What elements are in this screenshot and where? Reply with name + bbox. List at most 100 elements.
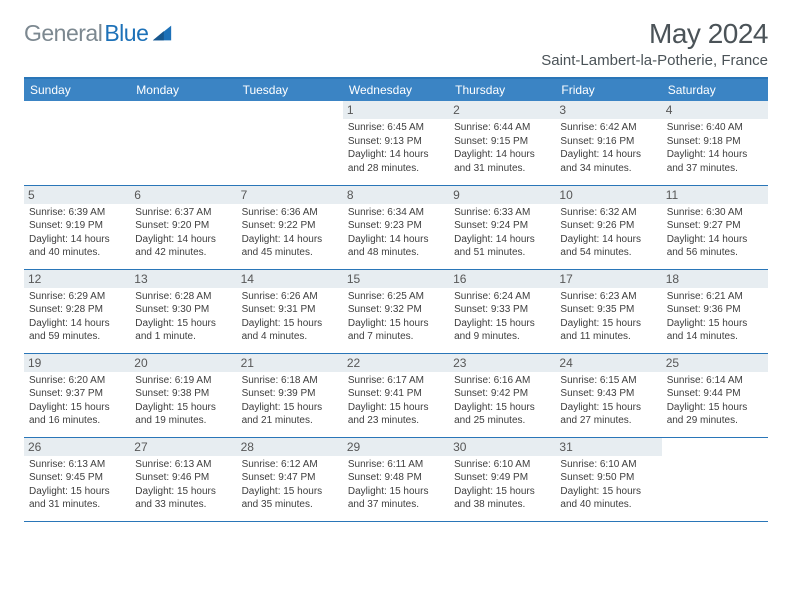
day-number: 19 xyxy=(24,354,130,372)
daylight-text: and 23 minutes. xyxy=(348,414,444,428)
daylight-text: and 28 minutes. xyxy=(348,162,444,176)
sunset-text: Sunset: 9:41 PM xyxy=(348,387,444,401)
day-number: 8 xyxy=(343,186,449,204)
weekday-header: Wednesday xyxy=(343,79,449,101)
calendar-cell: 25Sunrise: 6:14 AMSunset: 9:44 PMDayligh… xyxy=(662,353,768,437)
daylight-text: Daylight: 14 hours xyxy=(454,148,550,162)
daylight-text: Daylight: 15 hours xyxy=(348,317,444,331)
sunrise-text: Sunrise: 6:33 AM xyxy=(454,206,550,220)
daylight-text: and 27 minutes. xyxy=(560,414,656,428)
header: GeneralBlue May 2024 Saint-Lambert-la-Po… xyxy=(24,18,768,69)
day-number: 25 xyxy=(662,354,768,372)
sunset-text: Sunset: 9:39 PM xyxy=(242,387,338,401)
daylight-text: and 31 minutes. xyxy=(29,498,125,512)
calendar-cell: 23Sunrise: 6:16 AMSunset: 9:42 PMDayligh… xyxy=(449,353,555,437)
sunrise-text: Sunrise: 6:12 AM xyxy=(242,458,338,472)
daylight-text: and 7 minutes. xyxy=(348,330,444,344)
calendar-cell xyxy=(662,437,768,521)
daylight-text: and 16 minutes. xyxy=(29,414,125,428)
daylight-text: and 59 minutes. xyxy=(29,330,125,344)
daylight-text: Daylight: 15 hours xyxy=(348,401,444,415)
sunrise-text: Sunrise: 6:23 AM xyxy=(560,290,656,304)
calendar-week-row: 12Sunrise: 6:29 AMSunset: 9:28 PMDayligh… xyxy=(24,269,768,353)
daylight-text: Daylight: 15 hours xyxy=(242,485,338,499)
calendar-cell xyxy=(130,101,236,185)
daylight-text: Daylight: 15 hours xyxy=(135,485,231,499)
day-number: 12 xyxy=(24,270,130,288)
sunset-text: Sunset: 9:23 PM xyxy=(348,219,444,233)
daylight-text: and 4 minutes. xyxy=(242,330,338,344)
calendar-body: 1Sunrise: 6:45 AMSunset: 9:13 PMDaylight… xyxy=(24,101,768,521)
calendar-cell: 9Sunrise: 6:33 AMSunset: 9:24 PMDaylight… xyxy=(449,185,555,269)
sunset-text: Sunset: 9:43 PM xyxy=(560,387,656,401)
daylight-text: Daylight: 14 hours xyxy=(560,233,656,247)
sunset-text: Sunset: 9:19 PM xyxy=(29,219,125,233)
daylight-text: and 37 minutes. xyxy=(348,498,444,512)
sunrise-text: Sunrise: 6:37 AM xyxy=(135,206,231,220)
day-number: 26 xyxy=(24,438,130,456)
sunrise-text: Sunrise: 6:25 AM xyxy=(348,290,444,304)
weekday-header: Sunday xyxy=(24,79,130,101)
daylight-text: and 42 minutes. xyxy=(135,246,231,260)
day-number: 5 xyxy=(24,186,130,204)
daylight-text: and 40 minutes. xyxy=(29,246,125,260)
sunset-text: Sunset: 9:45 PM xyxy=(29,471,125,485)
day-number: 29 xyxy=(343,438,449,456)
daylight-text: and 1 minute. xyxy=(135,330,231,344)
day-number: 2 xyxy=(449,101,555,119)
sunrise-text: Sunrise: 6:36 AM xyxy=(242,206,338,220)
daylight-text: and 35 minutes. xyxy=(242,498,338,512)
sunrise-text: Sunrise: 6:45 AM xyxy=(348,121,444,135)
sunset-text: Sunset: 9:24 PM xyxy=(454,219,550,233)
day-number: 16 xyxy=(449,270,555,288)
calendar-week-row: 5 Sunrise: 6:39 AMSunset: 9:19 PM Daylight… xyxy=(24,185,768,269)
weekday-header: Thursday xyxy=(449,79,555,101)
daylight-text: Daylight: 15 hours xyxy=(560,317,656,331)
sunset-text: Sunset: 9:18 PM xyxy=(667,135,763,149)
calendar-table: Sunday Monday Tuesday Wednesday Thursday… xyxy=(24,79,768,522)
sunset-text: Sunset: 9:35 PM xyxy=(560,303,656,317)
sunrise-text: Sunrise: 6:40 AM xyxy=(667,121,763,135)
page-title: May 2024 xyxy=(541,18,768,50)
calendar-cell: 22Sunrise: 6:17 AMSunset: 9:41 PMDayligh… xyxy=(343,353,449,437)
calendar-cell: 3Sunrise: 6:42 AMSunset: 9:16 PMDaylight… xyxy=(555,101,661,185)
sunrise-text: Sunrise: 6:10 AM xyxy=(454,458,550,472)
daylight-text: and 51 minutes. xyxy=(454,246,550,260)
weekday-header: Saturday xyxy=(662,79,768,101)
sunrise-text: Sunrise: 6:11 AM xyxy=(348,458,444,472)
sunrise-text: Sunrise: 6:39 AM xyxy=(29,206,125,220)
daylight-text: Daylight: 15 hours xyxy=(242,317,338,331)
daylight-text: Daylight: 14 hours xyxy=(29,317,125,331)
weekday-header: Friday xyxy=(555,79,661,101)
brand-text-general: General xyxy=(24,20,102,47)
location-subtitle: Saint-Lambert-la-Potherie, France xyxy=(541,52,768,69)
daylight-text: and 34 minutes. xyxy=(560,162,656,176)
daylight-text: Daylight: 15 hours xyxy=(454,401,550,415)
daylight-text: Daylight: 15 hours xyxy=(29,401,125,415)
calendar-cell: 19Sunrise: 6:20 AMSunset: 9:37 PMDayligh… xyxy=(24,353,130,437)
daylight-text: Daylight: 14 hours xyxy=(667,148,763,162)
calendar-week-row: 19Sunrise: 6:20 AMSunset: 9:37 PMDayligh… xyxy=(24,353,768,437)
calendar-cell xyxy=(24,101,130,185)
daylight-text: Daylight: 15 hours xyxy=(348,485,444,499)
sunrise-text: Sunrise: 6:13 AM xyxy=(135,458,231,472)
daylight-text: and 40 minutes. xyxy=(560,498,656,512)
sunset-text: Sunset: 9:38 PM xyxy=(135,387,231,401)
sunset-text: Sunset: 9:50 PM xyxy=(560,471,656,485)
day-number: 18 xyxy=(662,270,768,288)
day-number: 6 xyxy=(130,186,236,204)
calendar-cell: 29Sunrise: 6:11 AMSunset: 9:48 PMDayligh… xyxy=(343,437,449,521)
daylight-text: Daylight: 14 hours xyxy=(135,233,231,247)
daylight-text: Daylight: 15 hours xyxy=(560,401,656,415)
sunset-text: Sunset: 9:32 PM xyxy=(348,303,444,317)
daylight-text: and 14 minutes. xyxy=(667,330,763,344)
sunset-text: Sunset: 9:30 PM xyxy=(135,303,231,317)
sunset-text: Sunset: 9:33 PM xyxy=(454,303,550,317)
calendar-cell: 7Sunrise: 6:36 AMSunset: 9:22 PMDaylight… xyxy=(237,185,343,269)
daylight-text: Daylight: 15 hours xyxy=(454,317,550,331)
weekday-header: Tuesday xyxy=(237,79,343,101)
day-number: 28 xyxy=(237,438,343,456)
daylight-text: Daylight: 15 hours xyxy=(667,317,763,331)
calendar-cell: 1Sunrise: 6:45 AMSunset: 9:13 PMDaylight… xyxy=(343,101,449,185)
sunrise-text: Sunrise: 6:44 AM xyxy=(454,121,550,135)
